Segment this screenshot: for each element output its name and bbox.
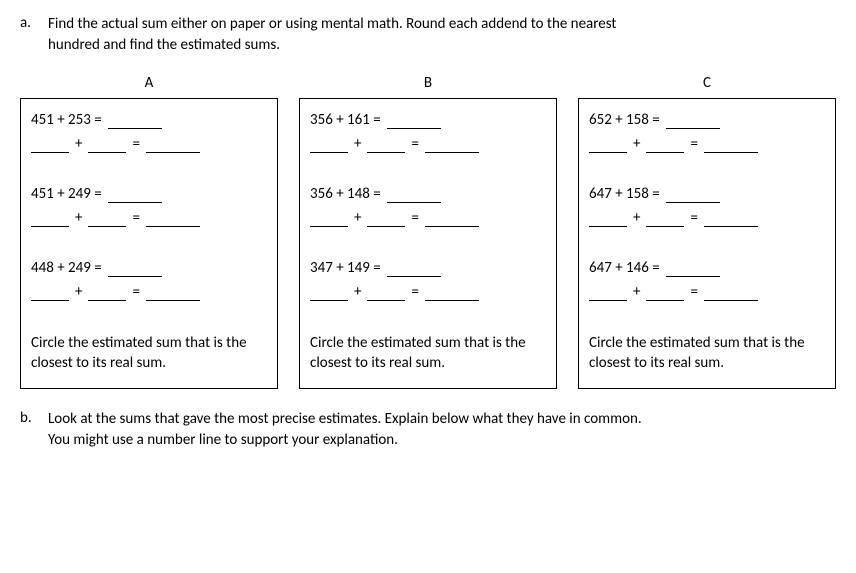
- rounded-blank[interactable]: [367, 287, 405, 301]
- estimate-blank[interactable]: [146, 287, 200, 301]
- box-b-p2-expr: 356 + 148 =: [310, 185, 381, 203]
- equals-sign: =: [411, 135, 418, 153]
- part-a-text: Find the actual sum either on paper or u…: [48, 14, 616, 56]
- part-a-line2: hundred and find the estimated sums.: [48, 36, 280, 54]
- part-b-line1: Look at the sums that gave the most prec…: [48, 410, 642, 428]
- equals-sign: =: [690, 135, 697, 153]
- rounded-blank[interactable]: [31, 139, 69, 153]
- equals-sign: =: [690, 283, 697, 301]
- estimate-blank[interactable]: [425, 139, 479, 153]
- box-a-problem-3: 448 + 249 = + =: [31, 259, 267, 301]
- rounded-blank[interactable]: [646, 213, 684, 227]
- part-b-letter: b.: [20, 409, 48, 427]
- equals-sign: =: [690, 209, 697, 227]
- equals-sign: =: [411, 283, 418, 301]
- plus-sign: +: [633, 135, 640, 153]
- answer-blank[interactable]: [108, 115, 162, 129]
- estimate-blank[interactable]: [704, 139, 758, 153]
- rounded-blank[interactable]: [310, 139, 348, 153]
- answer-blank[interactable]: [108, 263, 162, 277]
- rounded-blank[interactable]: [367, 213, 405, 227]
- answer-blank[interactable]: [108, 189, 162, 203]
- rounded-blank[interactable]: [88, 139, 126, 153]
- rounded-blank[interactable]: [31, 213, 69, 227]
- estimate-blank[interactable]: [146, 213, 200, 227]
- column-label-c: C: [578, 74, 836, 92]
- rounded-blank[interactable]: [31, 287, 69, 301]
- box-c: 652 + 158 = + = 647 + 158 = + =: [578, 98, 836, 389]
- part-b-line2: You might use a number line to support y…: [48, 431, 398, 449]
- rounded-blank[interactable]: [88, 287, 126, 301]
- rounded-blank[interactable]: [310, 287, 348, 301]
- box-b-circle-text: Circle the estimated sum that is the clo…: [310, 333, 546, 374]
- part-a-letter: a.: [20, 14, 48, 32]
- rounded-blank[interactable]: [310, 213, 348, 227]
- plus-sign: +: [354, 209, 361, 227]
- rounded-blank[interactable]: [646, 287, 684, 301]
- estimate-blank[interactable]: [425, 213, 479, 227]
- answer-blank[interactable]: [666, 189, 720, 203]
- estimate-blank[interactable]: [704, 213, 758, 227]
- estimate-blank[interactable]: [425, 287, 479, 301]
- box-a-problem-1: 451 + 253 = + =: [31, 111, 267, 153]
- box-c-problem-3: 647 + 146 = + =: [589, 259, 825, 301]
- answer-blank[interactable]: [387, 189, 441, 203]
- box-c-p2-expr: 647 + 158 =: [589, 185, 660, 203]
- equals-sign: =: [132, 135, 139, 153]
- rounded-blank[interactable]: [589, 213, 627, 227]
- box-a-p2-expr: 451 + 249 =: [31, 185, 102, 203]
- box-c-p3-expr: 647 + 146 =: [589, 259, 660, 277]
- box-b-p1-expr: 356 + 161 =: [310, 111, 381, 129]
- equals-sign: =: [132, 209, 139, 227]
- box-a-problem-2: 451 + 249 = + =: [31, 185, 267, 227]
- answer-blank[interactable]: [387, 115, 441, 129]
- estimate-blank[interactable]: [146, 139, 200, 153]
- box-a-circle-text: Circle the estimated sum that is the clo…: [31, 333, 267, 374]
- rounded-blank[interactable]: [589, 287, 627, 301]
- plus-sign: +: [354, 283, 361, 301]
- box-a-p1-expr: 451 + 253 =: [31, 111, 102, 129]
- box-c-p1-expr: 652 + 158 =: [589, 111, 660, 129]
- part-b-text: Look at the sums that gave the most prec…: [48, 409, 642, 451]
- rounded-blank[interactable]: [589, 139, 627, 153]
- box-b-p3-expr: 347 + 149 =: [310, 259, 381, 277]
- box-c-problem-2: 647 + 158 = + =: [589, 185, 825, 227]
- rounded-blank[interactable]: [646, 139, 684, 153]
- box-b-problem-1: 356 + 161 = + =: [310, 111, 546, 153]
- box-a: 451 + 253 = + = 451 + 249 = + =: [20, 98, 278, 389]
- box-b: 356 + 161 = + = 356 + 148 = + =: [299, 98, 557, 389]
- box-c-circle-text: Circle the estimated sum that is the clo…: [589, 333, 825, 374]
- plus-sign: +: [633, 283, 640, 301]
- box-c-problem-1: 652 + 158 = + =: [589, 111, 825, 153]
- box-b-problem-2: 356 + 148 = + =: [310, 185, 546, 227]
- plus-sign: +: [354, 135, 361, 153]
- plus-sign: +: [633, 209, 640, 227]
- plus-sign: +: [75, 283, 82, 301]
- rounded-blank[interactable]: [88, 213, 126, 227]
- part-a-line1: Find the actual sum either on paper or u…: [48, 15, 616, 33]
- box-a-p3-expr: 448 + 249 =: [31, 259, 102, 277]
- rounded-blank[interactable]: [367, 139, 405, 153]
- column-label-a: A: [20, 74, 278, 92]
- estimate-blank[interactable]: [704, 287, 758, 301]
- answer-blank[interactable]: [666, 115, 720, 129]
- plus-sign: +: [75, 209, 82, 227]
- equals-sign: =: [411, 209, 418, 227]
- plus-sign: +: [75, 135, 82, 153]
- box-b-problem-3: 347 + 149 = + =: [310, 259, 546, 301]
- answer-blank[interactable]: [387, 263, 441, 277]
- answer-blank[interactable]: [666, 263, 720, 277]
- column-label-b: B: [299, 74, 557, 92]
- equals-sign: =: [132, 283, 139, 301]
